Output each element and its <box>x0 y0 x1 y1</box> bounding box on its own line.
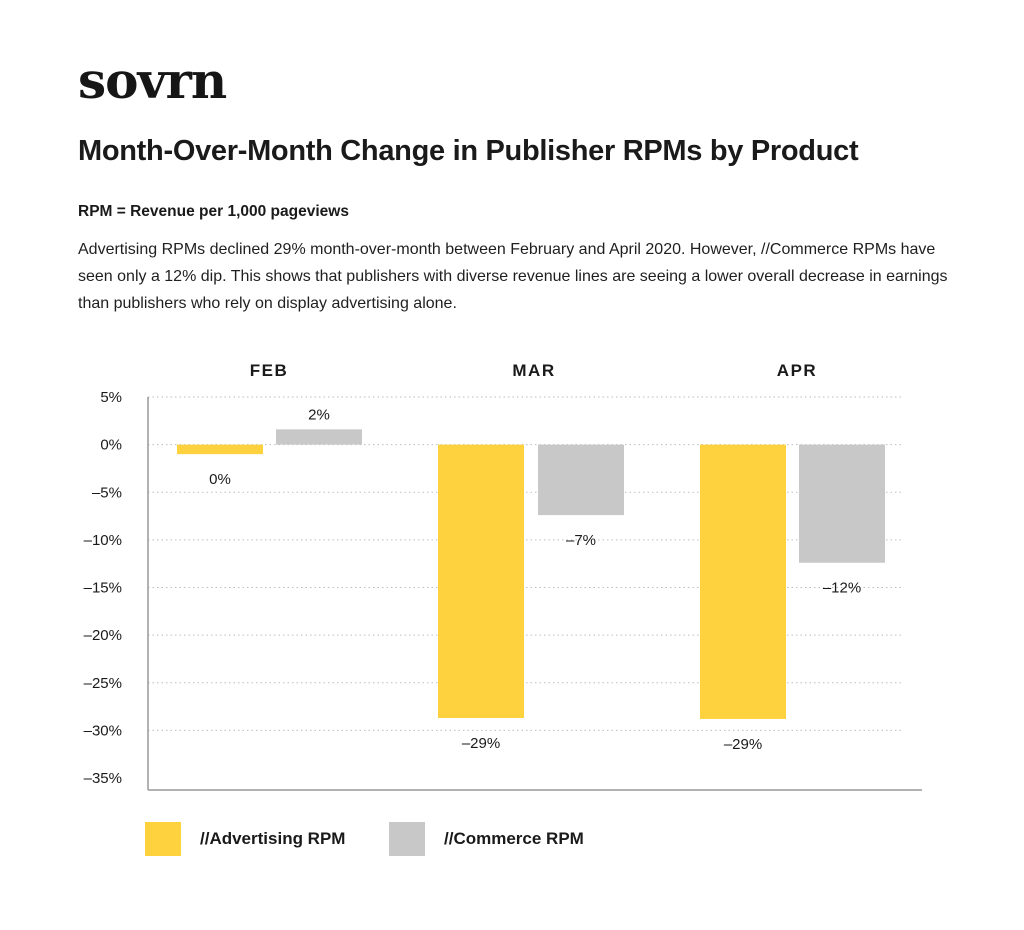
y-tick-label: 0% <box>100 437 122 454</box>
data-label: –7% <box>566 532 596 549</box>
y-tick-label: –25% <box>84 675 122 692</box>
category-label: MAR <box>512 361 555 380</box>
y-tick-label: –5% <box>92 484 122 501</box>
y-tick-label: –35% <box>84 770 122 787</box>
legend-swatch-commerce <box>389 822 425 856</box>
category-label: FEB <box>250 361 289 380</box>
legend-label-advertising: //Advertising RPM <box>200 829 346 848</box>
data-label: –12% <box>823 580 861 597</box>
y-tick-label: –30% <box>84 722 122 739</box>
bar <box>538 444 624 516</box>
bar <box>177 444 263 455</box>
legend-item-advertising: //Advertising RPM <box>145 822 345 856</box>
category-label: APR <box>777 361 817 380</box>
data-label: –29% <box>724 736 762 753</box>
y-tick-label: 5% <box>100 389 122 406</box>
bar <box>700 444 786 719</box>
bar <box>799 444 885 563</box>
y-tick-label: –20% <box>84 627 122 644</box>
bar <box>438 444 524 718</box>
chart-description: Advertising RPMs declined 29% month-over… <box>78 241 948 312</box>
data-label: 2% <box>308 406 330 423</box>
legend-swatch-advertising <box>145 822 181 856</box>
legend-label-commerce: //Commerce RPM <box>444 829 584 848</box>
legend-item-commerce: //Commerce RPM <box>389 822 584 856</box>
chart-subtitle: RPM = Revenue per 1,000 pageviews <box>78 203 349 220</box>
bar-chart: 5% 0% –5% –10% –15% –20% –25% –30% –35% FEB MAR APR… <box>84 361 922 791</box>
bar <box>276 429 362 445</box>
sovrn-logo: sovrn <box>78 51 227 110</box>
chart-legend: //Advertising RPM //Commerce RPM <box>0 822 1024 862</box>
data-label: 0% <box>209 471 231 488</box>
data-label: –29% <box>462 735 500 752</box>
y-tick-label: –15% <box>84 580 122 597</box>
y-tick-label: –10% <box>84 532 122 549</box>
chart-title: Month-Over-Month Change in Publisher RPM… <box>78 135 859 167</box>
